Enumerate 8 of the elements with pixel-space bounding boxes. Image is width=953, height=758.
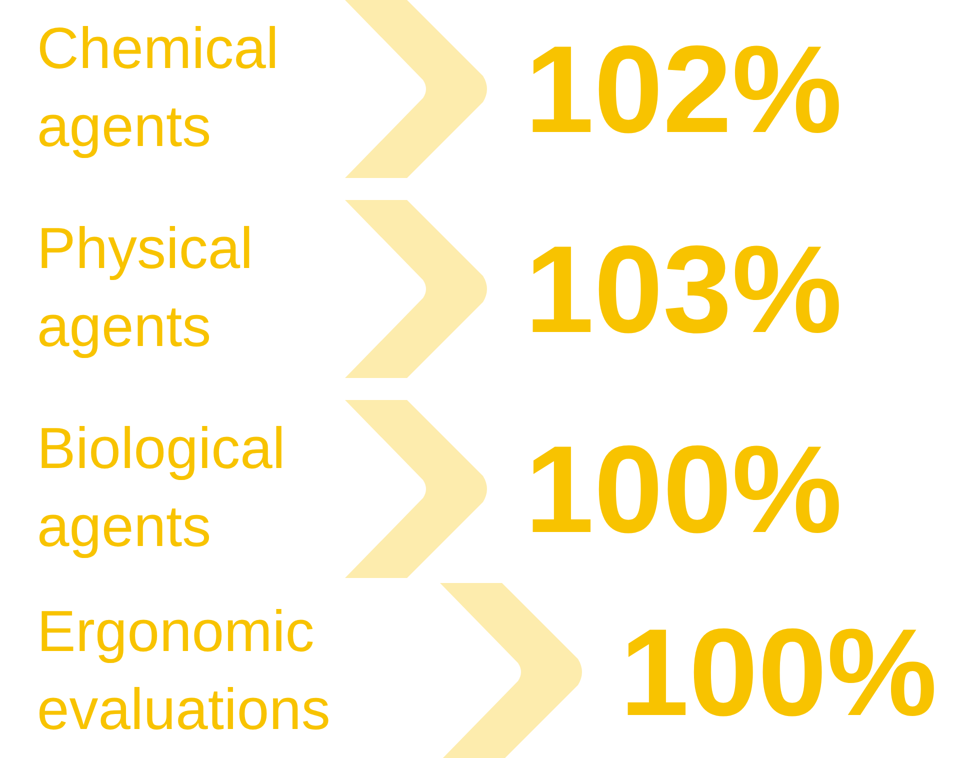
- data-label: 102%: [525, 21, 842, 159]
- category-label: Biological agents: [37, 415, 286, 561]
- category-label: Ergonomic evaluations: [37, 598, 332, 744]
- data-label: 103%: [525, 221, 842, 359]
- category-label: Chemical agents: [37, 15, 280, 161]
- data-label: 100%: [620, 604, 938, 742]
- category-label: Physical agents: [37, 215, 254, 361]
- data-label: 100%: [525, 421, 842, 559]
